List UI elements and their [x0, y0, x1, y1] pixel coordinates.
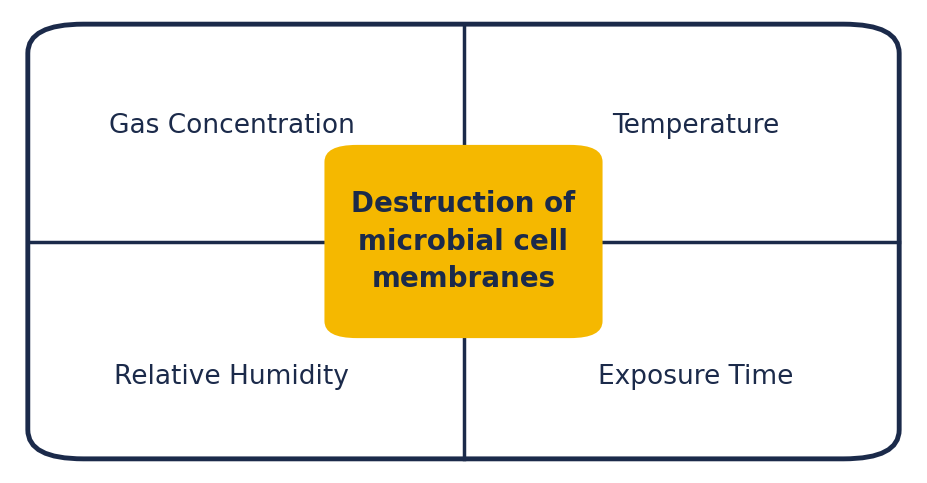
FancyBboxPatch shape: [324, 145, 603, 338]
Text: Temperature: Temperature: [612, 113, 779, 139]
Text: Relative Humidity: Relative Humidity: [114, 364, 349, 390]
Text: Exposure Time: Exposure Time: [598, 364, 793, 390]
Text: Destruction of
microbial cell
membranes: Destruction of microbial cell membranes: [351, 190, 576, 293]
Text: Gas Concentration: Gas Concentration: [108, 113, 355, 139]
FancyBboxPatch shape: [28, 24, 899, 459]
